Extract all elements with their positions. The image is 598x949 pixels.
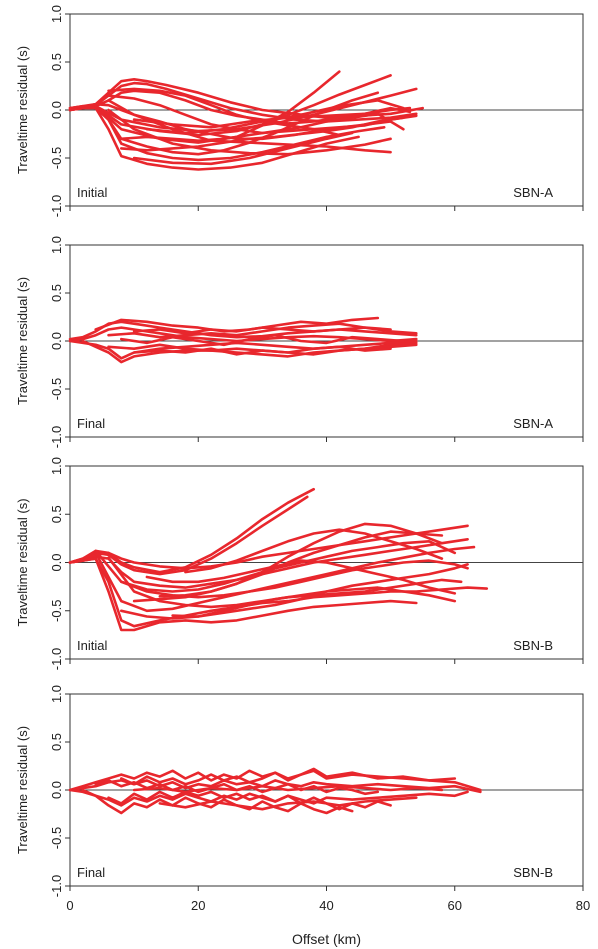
x-axis-label: Offset (km) xyxy=(292,931,361,947)
x-tick-label: 0 xyxy=(66,898,73,913)
y-axis-label: Traveltime residual (s) xyxy=(15,726,30,854)
y-tick-label: 1.0 xyxy=(49,236,64,254)
residual-trace xyxy=(171,563,469,618)
x-tick-label: 20 xyxy=(191,898,205,913)
chart-panels: -1.0 -0.5 0.0 0.5 1.0 Traveltime residual (s)… xyxy=(15,5,584,897)
residual-trace xyxy=(107,343,418,358)
residual-trace xyxy=(68,557,418,632)
residual-trace xyxy=(158,522,444,598)
shared-x-axis: 0 20 40 60 80 xyxy=(66,898,590,913)
residual-trace xyxy=(184,528,444,574)
residual-trace xyxy=(120,767,457,786)
panel-label-right: SBN-B xyxy=(513,865,553,880)
residual-trace xyxy=(120,586,457,620)
y-tick-label: 0.0 xyxy=(49,781,64,799)
panel-label-right: SBN-A xyxy=(513,416,553,431)
residual-trace xyxy=(120,112,405,142)
panel-label-right: SBN-B xyxy=(513,638,553,653)
panel-label-left: Final xyxy=(77,865,105,880)
residual-trace xyxy=(132,326,392,335)
x-tick-label: 60 xyxy=(448,898,462,913)
chart-panel-1: -1.0 -0.5 0.0 0.5 1.0 Traveltime residual (s)… xyxy=(15,5,584,217)
y-axis-label: Traveltime residual (s) xyxy=(15,46,30,174)
y-tick-label: 0.5 xyxy=(49,733,64,751)
y-tick-label: -1.0 xyxy=(49,875,64,897)
y-tick-label: -1.0 xyxy=(49,195,64,217)
chart-panel-3: -1.0 -0.5 0.0 0.5 1.0 Traveltime residual (s)… xyxy=(15,457,584,670)
residual-trace xyxy=(132,784,444,794)
y-axis-label: Traveltime residual (s) xyxy=(15,498,30,626)
panel-label-left: Initial xyxy=(77,638,107,653)
y-tick-label: -0.5 xyxy=(49,600,64,622)
panel-label-left: Initial xyxy=(77,185,107,200)
y-tick-label: 1.0 xyxy=(49,5,64,23)
residual-trace xyxy=(94,549,469,599)
panel-label-right: SBN-A xyxy=(513,185,553,200)
y-tick-label: -0.5 xyxy=(49,378,64,400)
y-tick-label: 0.0 xyxy=(49,101,64,119)
x-tick-label: 40 xyxy=(319,898,333,913)
residual-trace xyxy=(68,339,418,360)
y-tick-label: 0.5 xyxy=(49,284,64,302)
residual-trace xyxy=(158,796,418,811)
y-axis-label: Traveltime residual (s) xyxy=(15,277,30,405)
residual-trace xyxy=(107,790,392,811)
residual-trace xyxy=(68,487,316,574)
residual-trace xyxy=(68,788,469,807)
residual-trace xyxy=(94,545,476,613)
residual-trace xyxy=(132,131,354,166)
y-tick-label: -1.0 xyxy=(49,426,64,448)
y-tick-label: 0.5 xyxy=(49,53,64,71)
x-tick-label: 80 xyxy=(576,898,590,913)
residual-trace xyxy=(145,99,405,135)
residual-trace xyxy=(68,89,412,125)
y-tick-label: 0.0 xyxy=(49,332,64,350)
residual-trace xyxy=(107,108,392,156)
chart-panel-2: -1.0 -0.5 0.0 0.5 1.0 Traveltime residual (s)… xyxy=(15,236,584,448)
residual-trace xyxy=(145,559,457,595)
y-tick-label: 0.0 xyxy=(49,553,64,571)
chart-panel-4: -1.0 -0.5 0.0 0.5 1.0 Traveltime residual (s)… xyxy=(15,685,584,897)
y-tick-label: 1.0 xyxy=(49,685,64,703)
residual-trace xyxy=(68,524,469,570)
residual-trace xyxy=(120,333,405,347)
y-tick-label: -0.5 xyxy=(49,827,64,849)
residual-trace xyxy=(107,87,341,137)
panel-label-left: Final xyxy=(77,416,105,431)
residual-trace xyxy=(132,345,392,356)
residual-trace xyxy=(107,99,392,154)
y-tick-label: 0.5 xyxy=(49,505,64,523)
residual-trace xyxy=(120,116,405,152)
y-tick-label: 1.0 xyxy=(49,457,64,475)
y-tick-label: -0.5 xyxy=(49,147,64,169)
y-tick-label: -1.0 xyxy=(49,648,64,670)
